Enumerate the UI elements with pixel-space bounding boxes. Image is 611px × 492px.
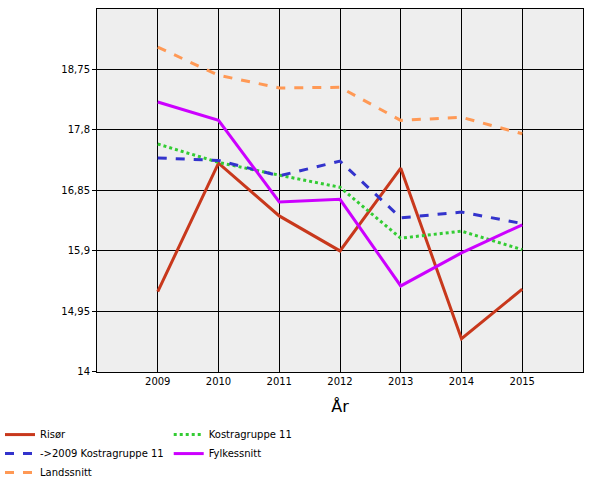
svg-text:2014: 2014: [449, 376, 474, 387]
svg-text:17,8: 17,8: [68, 124, 90, 135]
svg-text:2009: 2009: [145, 376, 170, 387]
svg-text:2011: 2011: [267, 376, 292, 387]
svg-text:Fylkessnitt: Fylkessnitt: [209, 448, 262, 459]
svg-text:14,95: 14,95: [61, 306, 90, 317]
svg-text:16,85: 16,85: [61, 185, 90, 196]
svg-text:18,75: 18,75: [61, 64, 90, 75]
svg-text:2015: 2015: [510, 376, 535, 387]
svg-text:Risør: Risør: [40, 429, 66, 440]
svg-text:2013: 2013: [388, 376, 413, 387]
svg-text:15,9: 15,9: [68, 245, 90, 256]
svg-text:14: 14: [77, 366, 90, 377]
svg-text:År: År: [331, 397, 349, 416]
svg-text:2012: 2012: [327, 376, 352, 387]
svg-text:2010: 2010: [206, 376, 231, 387]
svg-text:Kostragruppe 11: Kostragruppe 11: [209, 429, 292, 440]
svg-text:Landssnitt: Landssnitt: [40, 467, 92, 478]
svg-text:->2009 Kostragruppe 11: ->2009 Kostragruppe 11: [40, 448, 164, 459]
